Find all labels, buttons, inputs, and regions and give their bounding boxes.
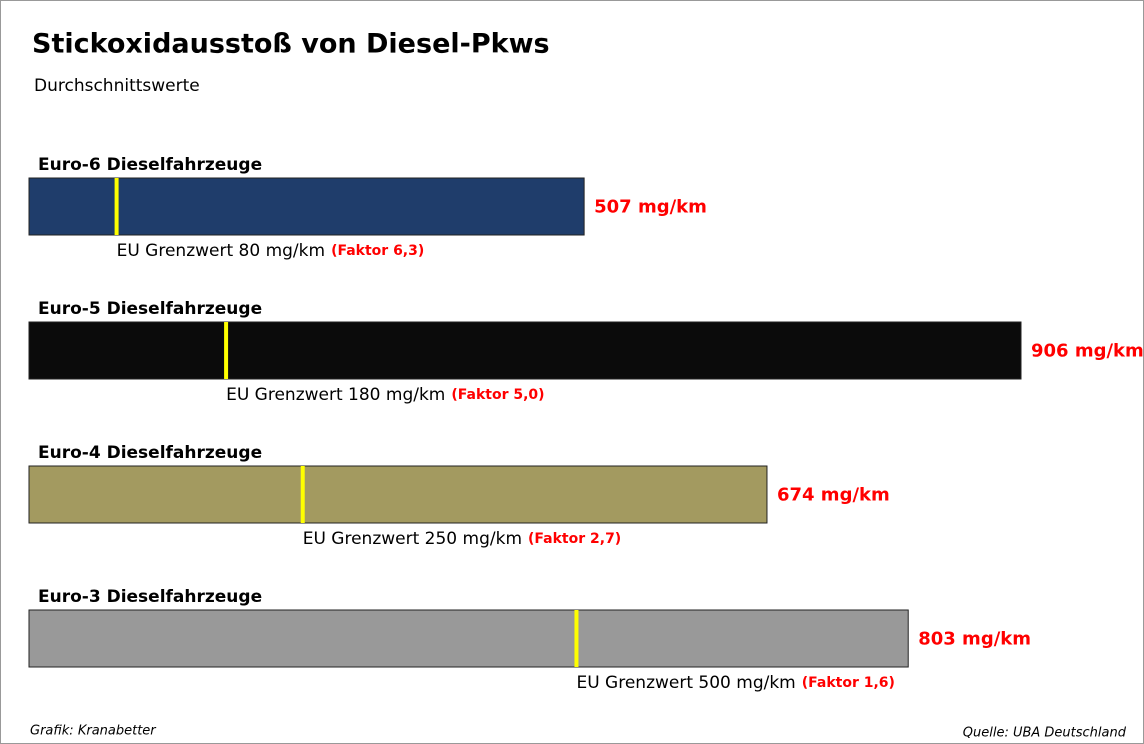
limit-text: EU Grenzwert 250 mg/km [303,529,522,549]
bar [28,465,768,524]
value-label: 674 mg/km [777,485,890,506]
source: Quelle: UBA Deutschland [963,726,1127,741]
bar [28,609,909,668]
factor-text: (Faktor 2,7) [528,531,621,547]
value-label: 507 mg/km [594,197,707,218]
credit: Grafik: Kranabetter [30,724,157,739]
value-label: 803 mg/km [918,629,1031,650]
limit-label: EU Grenzwert 180 mg/km (Faktor 5,0) [226,385,544,405]
limit-label: EU Grenzwert 250 mg/km (Faktor 2,7) [303,529,621,549]
category-label: Euro-5 Dieselfahrzeuge [38,299,262,319]
limit-label: EU Grenzwert 500 mg/km (Faktor 1,6) [576,673,894,693]
category-label: Euro-4 Dieselfahrzeuge [38,443,262,463]
factor-text: (Faktor 5,0) [451,387,544,403]
value-label: 906 mg/km [1031,341,1144,362]
bar [28,321,1022,380]
factor-text: (Faktor 6,3) [331,243,424,259]
bar [28,177,585,236]
limit-label: EU Grenzwert 80 mg/km (Faktor 6,3) [117,241,425,261]
category-label: Euro-3 Dieselfahrzeuge [38,587,262,607]
factor-text: (Faktor 1,6) [802,675,895,691]
limit-text: EU Grenzwert 500 mg/km [576,673,795,693]
chart-title: Stickoxidausstoß von Diesel-Pkws [32,29,550,60]
limit-text: EU Grenzwert 80 mg/km [117,241,325,261]
category-label: Euro-6 Dieselfahrzeuge [38,155,262,175]
limit-text: EU Grenzwert 180 mg/km [226,385,445,405]
chart-subtitle: Durchschnittswerte [34,76,200,96]
